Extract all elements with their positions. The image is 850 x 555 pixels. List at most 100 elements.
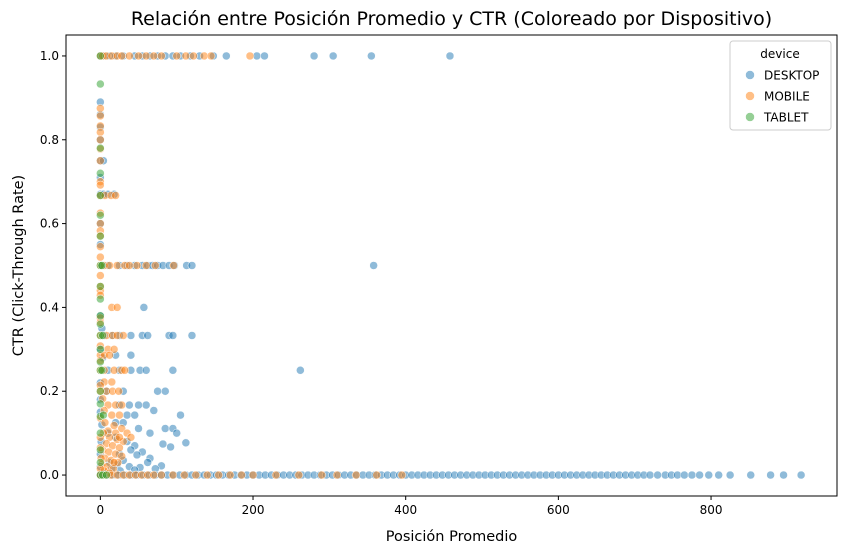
axes-frame (65, 34, 838, 497)
data-point (96, 428, 105, 438)
data-point (369, 261, 378, 270)
data-point (96, 345, 105, 354)
data-point (112, 261, 122, 270)
data-point (96, 210, 105, 220)
data-point (367, 51, 376, 61)
data-point (143, 331, 152, 340)
data-point (125, 261, 134, 270)
data-point (130, 410, 139, 420)
data-point (109, 458, 119, 467)
data-point (746, 470, 755, 480)
y-tick-label: 0.6 (40, 217, 59, 231)
data-point (214, 470, 223, 480)
data-point (97, 261, 107, 270)
x-tick-label: 0 (97, 503, 105, 517)
x-tick-label: 200 (242, 503, 265, 517)
legend-entries: DESKTOP MOBILE TABLET (745, 69, 819, 125)
data-point (397, 470, 407, 480)
data-point (122, 410, 132, 420)
data-point (139, 303, 149, 312)
data-point (96, 231, 105, 241)
data-point (141, 400, 151, 410)
data-point (141, 366, 151, 375)
data-point (725, 470, 735, 480)
chart-title: Relación entre Posición Promedio y CTR (… (131, 8, 772, 30)
data-point (294, 470, 304, 480)
y-tick-label: 0.0 (40, 468, 59, 482)
x-axis-ticks: 0 200 400 600 800 (97, 496, 722, 517)
data-point (117, 451, 126, 461)
data-point (102, 470, 111, 480)
data-point (96, 458, 105, 467)
data-point (332, 470, 342, 480)
x-tick-label: 400 (394, 503, 417, 517)
y-axis-ticks: 0.0 0.2 0.4 0.6 0.8 1.0 (40, 49, 66, 482)
series-desktop (96, 51, 806, 480)
data-point (109, 345, 119, 354)
data-point (96, 104, 105, 113)
data-point (134, 424, 143, 433)
data-point (115, 443, 124, 453)
y-tick-label: 1.0 (40, 49, 59, 63)
data-point (206, 51, 216, 61)
data-point (160, 424, 170, 433)
data-point (119, 331, 128, 340)
data-point (107, 377, 117, 387)
legend: device DESKTOP MOBILE TABLET (729, 40, 832, 131)
data-point (99, 410, 108, 420)
data-point (796, 470, 806, 480)
data-point (187, 261, 197, 270)
data-point (168, 331, 178, 340)
data-point (96, 156, 105, 165)
data-point (714, 470, 723, 480)
legend-marker (745, 91, 755, 101)
data-point (271, 470, 281, 480)
data-point (372, 470, 381, 480)
data-point (202, 470, 212, 480)
data-point (96, 242, 105, 251)
data-point (96, 135, 105, 145)
y-tick-label: 0.2 (40, 384, 59, 398)
data-point (687, 470, 697, 480)
data-point (96, 143, 105, 153)
data-point (96, 127, 105, 137)
legend-marker (745, 112, 755, 122)
data-point (172, 51, 181, 61)
legend-title: device (760, 47, 799, 61)
data-point (149, 51, 159, 61)
data-point (96, 219, 105, 228)
data-point (189, 51, 198, 61)
data-point (96, 252, 105, 262)
data-point (695, 470, 704, 480)
data-point (151, 261, 160, 270)
data-point (96, 79, 105, 89)
legend-label: MOBILE (764, 90, 810, 104)
data-point (187, 331, 197, 340)
data-point (328, 51, 338, 61)
data-point (96, 357, 105, 367)
legend-frame (729, 40, 832, 131)
data-point (680, 470, 689, 480)
data-point (160, 386, 170, 396)
data-point (98, 331, 107, 340)
data-point (157, 470, 166, 480)
data-point (181, 438, 191, 448)
data-point (96, 445, 105, 455)
data-point (166, 442, 175, 452)
data-point (105, 350, 114, 360)
data-point (145, 428, 155, 438)
data-point (97, 366, 107, 375)
data-point (309, 51, 319, 61)
data-point (149, 406, 159, 415)
y-axis-label: CTR (Click-Through Rate) (11, 175, 27, 356)
data-point (653, 470, 662, 480)
data-point (115, 433, 124, 442)
x-axis-label: Posición Promedio (386, 529, 518, 545)
data-point (134, 400, 143, 410)
data-point (172, 428, 181, 438)
data-point (445, 51, 455, 61)
data-point (248, 470, 258, 480)
data-point (260, 51, 269, 61)
